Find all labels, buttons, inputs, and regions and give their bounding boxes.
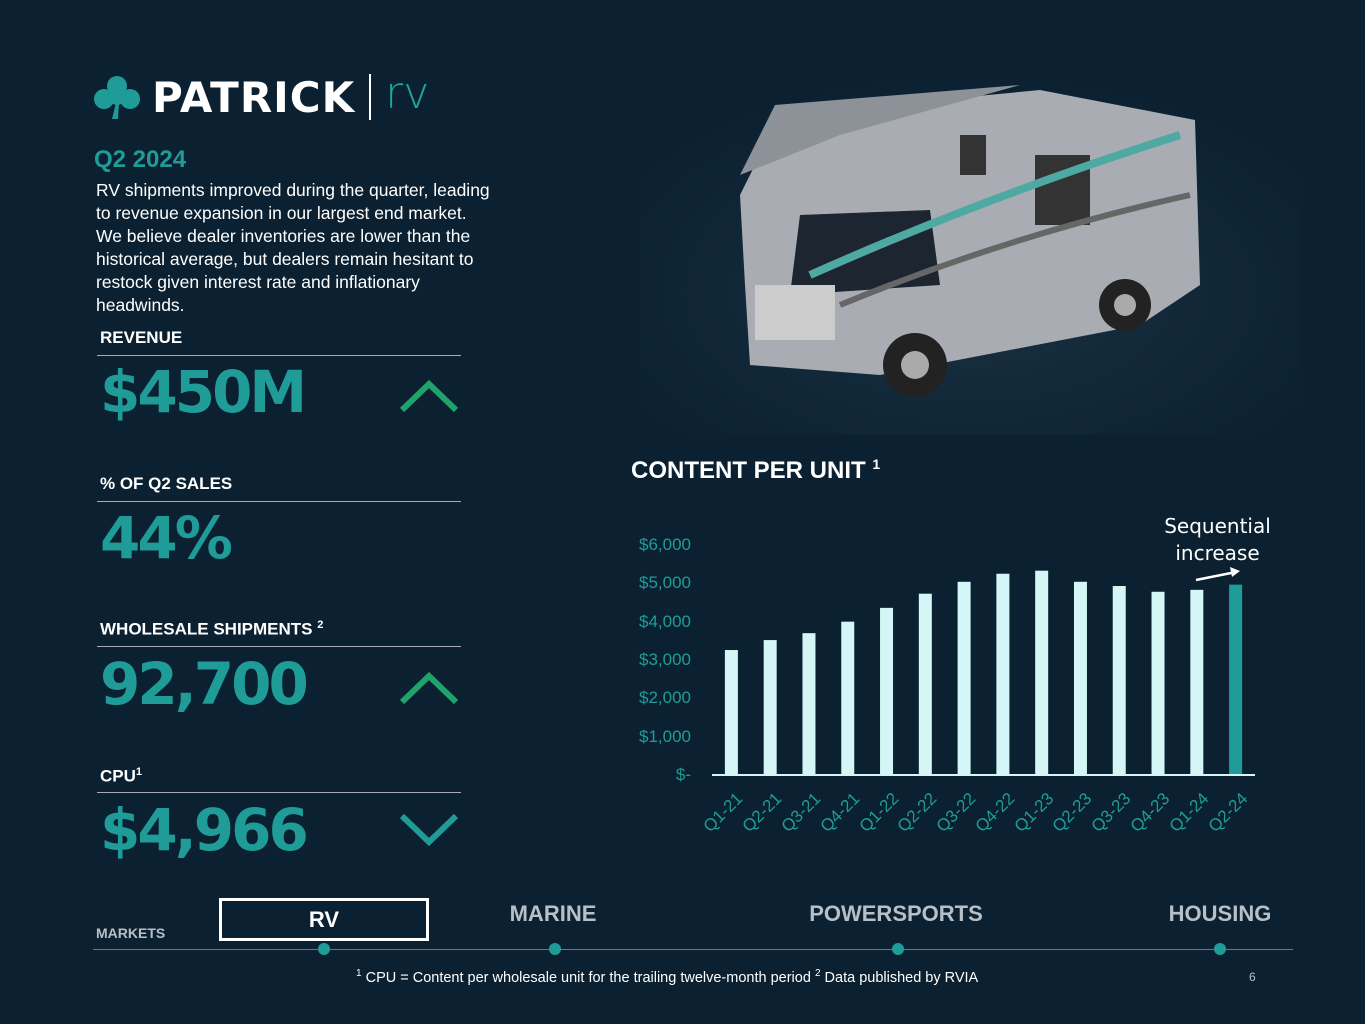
y-tick-label: $4,000 bbox=[639, 611, 691, 631]
y-tick-label: $- bbox=[675, 765, 691, 784]
kpi-label-wholesale-shipments: WHOLESALE SHIPMENTS 2 bbox=[100, 619, 324, 639]
y-tick-label: $3,000 bbox=[639, 650, 691, 669]
kpi-value-cpu: $4,966 bbox=[100, 796, 309, 864]
bar-Q3-23 bbox=[1112, 586, 1126, 775]
tab-marine[interactable]: MARINE bbox=[509, 901, 597, 926]
bar-Q1-21 bbox=[724, 650, 738, 775]
y-tick-label: $1,000 bbox=[639, 726, 691, 746]
bar-Q2-23 bbox=[1073, 581, 1087, 775]
logo-divider bbox=[369, 74, 372, 120]
divider bbox=[97, 355, 461, 356]
bar-Q4-22 bbox=[996, 573, 1010, 775]
trend-up-icon bbox=[399, 379, 459, 413]
footnote: 1 CPU = Content per wholesale unit for t… bbox=[356, 968, 979, 986]
market-dot-rv[interactable] bbox=[318, 943, 330, 955]
tab-powersports[interactable]: POWERSPORTS bbox=[809, 901, 983, 926]
market-dot-powersports[interactable] bbox=[892, 943, 904, 955]
kpi-value-revenue: $450M bbox=[100, 358, 307, 426]
bar-Q2-21 bbox=[763, 640, 777, 775]
markets-track bbox=[93, 949, 1293, 950]
divider bbox=[97, 646, 461, 647]
bar-Q2-24 bbox=[1229, 584, 1243, 775]
rv-image bbox=[640, 75, 1300, 435]
trend-up-icon bbox=[399, 671, 459, 705]
bar-Q1-24 bbox=[1190, 589, 1204, 775]
description: RV shipments improved during the quarter… bbox=[96, 180, 490, 315]
bar-Q1-23 bbox=[1035, 570, 1049, 775]
kpi-label-revenue: REVENUE bbox=[100, 328, 183, 347]
divider bbox=[97, 501, 461, 502]
kpi-value-sales-share: 44% bbox=[100, 504, 233, 572]
tab-housing[interactable]: HOUSING bbox=[1168, 901, 1272, 926]
bar-Q1-22 bbox=[880, 607, 894, 775]
market-dot-marine[interactable] bbox=[549, 943, 561, 955]
bar-Q4-23 bbox=[1151, 591, 1165, 775]
chart-annotation: Sequential increase bbox=[1164, 514, 1271, 565]
period-heading: Q2 2024 bbox=[94, 146, 187, 173]
shamrock-icon bbox=[94, 76, 140, 119]
annotation-arrow bbox=[1195, 567, 1240, 582]
y-tick-label: $6,000 bbox=[639, 535, 691, 554]
bar-Q3-22 bbox=[957, 581, 971, 775]
kpi-label-sales-share: % OF Q2 SALES bbox=[100, 474, 233, 493]
bar-Q3-21 bbox=[802, 633, 816, 775]
chart-title: CONTENT PER UNIT 1 bbox=[631, 456, 881, 484]
page-number: 6 bbox=[1249, 970, 1256, 984]
bar-Q2-22 bbox=[918, 593, 932, 775]
kpi-label-cpu: CPU1 bbox=[100, 766, 143, 786]
logo-segment: rv bbox=[385, 67, 430, 119]
logo-name: PATRICK bbox=[152, 72, 356, 122]
tab-rv[interactable]: RV bbox=[219, 898, 429, 941]
y-tick-label: $2,000 bbox=[639, 688, 691, 708]
kpi-value-wholesale-shipments: 92,700 bbox=[100, 650, 309, 718]
divider bbox=[97, 792, 461, 793]
markets-label: MARKETS bbox=[96, 925, 166, 941]
bar-Q4-21 bbox=[841, 621, 855, 775]
market-dot-housing[interactable] bbox=[1214, 943, 1226, 955]
trend-down-icon bbox=[399, 813, 459, 847]
y-tick-label: $5,000 bbox=[639, 573, 691, 593]
patrick-rv-logo: PATRICK rv bbox=[92, 68, 429, 122]
